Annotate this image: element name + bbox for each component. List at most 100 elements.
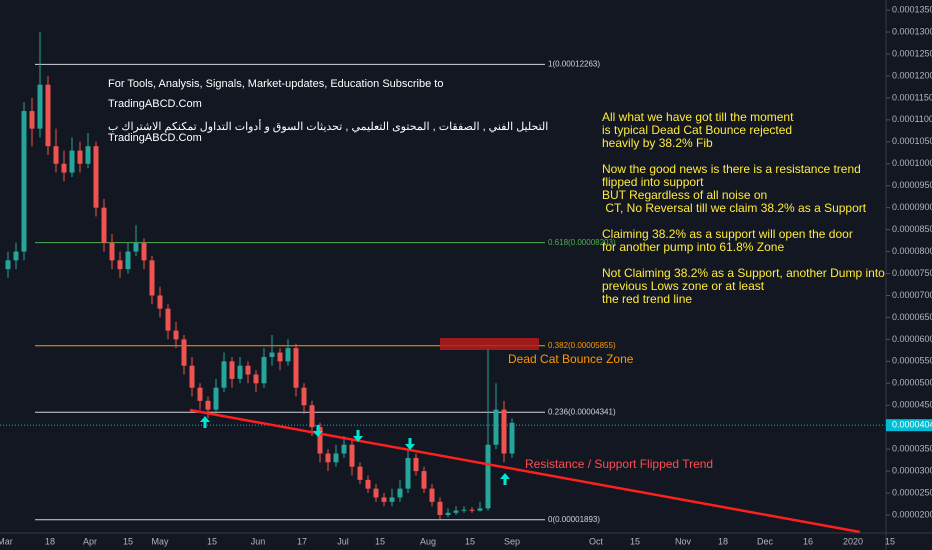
commentary-line: is typical Dead Cat Bounce rejected xyxy=(602,123,792,137)
candle-body xyxy=(285,348,291,362)
x-tick-label: 18 xyxy=(45,536,55,546)
y-tick-label: 0.00003500 xyxy=(892,444,932,454)
x-tick-label: Dec xyxy=(757,536,774,546)
y-tick-label: 0.00010500 xyxy=(892,136,932,146)
candle-body xyxy=(333,453,339,463)
candle-body xyxy=(13,251,19,261)
y-tick-label: 0.00004500 xyxy=(892,400,932,410)
y-tick-label: 0.00009500 xyxy=(892,180,932,190)
candle-body xyxy=(325,453,331,463)
x-tick-label: Jul xyxy=(337,536,349,546)
candle-body xyxy=(357,466,363,480)
candle-body xyxy=(77,150,83,164)
candle-body xyxy=(45,84,51,147)
candle-body xyxy=(501,409,507,454)
candle-body xyxy=(109,242,115,261)
candle-body xyxy=(245,365,251,375)
y-tick-label: 0.00012500 xyxy=(892,48,932,58)
candle-body xyxy=(53,146,59,164)
arrow-up xyxy=(500,473,510,485)
x-tick-label: 15 xyxy=(465,536,475,546)
fib-label: 0.236(0.00004341) xyxy=(548,407,616,416)
arrow-down xyxy=(353,430,363,442)
candle-body xyxy=(141,242,147,261)
candle-body xyxy=(197,387,203,401)
fib-label: 0.618(0.00008203) xyxy=(548,238,616,247)
x-tick-label: 18 xyxy=(718,536,728,546)
candle-body xyxy=(381,497,387,502)
candle-body xyxy=(301,387,307,406)
y-tick-label: 0.00010000 xyxy=(892,158,932,168)
y-tick-label: 0.00007000 xyxy=(892,290,932,300)
candle-body xyxy=(509,422,515,454)
candle-body xyxy=(277,352,283,362)
candle-body xyxy=(405,457,411,489)
candle-body xyxy=(21,111,27,252)
commentary-line: flipped into support xyxy=(602,175,704,189)
x-tick-label: Aug xyxy=(420,536,436,546)
candle-body xyxy=(469,509,475,511)
candle-body xyxy=(5,260,11,270)
candle-body xyxy=(341,444,347,454)
x-tick-label: 15 xyxy=(375,536,385,546)
commentary-line: the red trend line xyxy=(602,292,692,306)
x-tick-label: 15 xyxy=(630,536,640,546)
x-tick-label: 16 xyxy=(803,536,813,546)
candle-body xyxy=(93,146,99,208)
candle-body xyxy=(69,150,75,173)
candle-body xyxy=(61,163,67,173)
candle-body xyxy=(309,405,315,428)
commentary-line: CT, No Reversal till we claim 38.2% as a… xyxy=(602,201,867,215)
candle-body xyxy=(101,207,107,243)
candle-body xyxy=(453,510,459,513)
candle-body xyxy=(253,374,259,384)
x-tick-label: Sep xyxy=(504,536,520,546)
commentary-line: heavily by 38.2% Fib xyxy=(602,136,713,150)
arrow-down xyxy=(313,425,323,437)
x-tick-label: Nov xyxy=(675,536,692,546)
candle-body xyxy=(493,409,499,445)
note: For Tools, Analysis, Signals, Market-upd… xyxy=(108,78,443,90)
plot xyxy=(0,32,886,521)
commentary-line: for another pump into 61.8% Zone xyxy=(602,240,784,254)
zone-box xyxy=(440,338,539,350)
note: التحليل الفني , الصفقات , المحتوى التعلي… xyxy=(108,119,548,133)
y-tick-label: 0.00005500 xyxy=(892,356,932,366)
arrow-up xyxy=(200,416,210,428)
commentary-line: previous Lows zone or at least xyxy=(602,279,765,293)
candle-body xyxy=(165,308,171,331)
candle-body xyxy=(477,508,483,511)
candle-body xyxy=(29,111,35,129)
last-price-label: 0.00004046 xyxy=(892,420,932,430)
y-tick-label: 0.00002000 xyxy=(892,509,932,519)
candle-body xyxy=(173,330,179,340)
y-tick-label: 0.00005000 xyxy=(892,378,932,388)
candle-body xyxy=(461,509,467,511)
fib-label: 0(0.00001893) xyxy=(548,515,600,524)
arrow-down xyxy=(405,438,415,450)
candle-body xyxy=(125,251,131,270)
x-tick-label: 15 xyxy=(123,536,133,546)
candle-body xyxy=(157,295,163,309)
candle-body xyxy=(365,479,371,489)
candle-body xyxy=(429,488,435,502)
y-tick-label: 0.00013500 xyxy=(892,4,932,14)
y-tick-label: 0.00013000 xyxy=(892,26,932,36)
candle-body xyxy=(269,352,275,357)
x-tick-label: 17 xyxy=(297,536,307,546)
x-tick-label: May xyxy=(151,536,169,546)
candle-body xyxy=(413,457,419,472)
candle-body xyxy=(181,339,187,366)
candle-body xyxy=(85,146,91,164)
candle-body xyxy=(221,361,227,388)
candle-body xyxy=(37,84,43,129)
candle-body xyxy=(213,387,219,410)
y-tick-label: 0.00007500 xyxy=(892,268,932,278)
y-tick-label: 0.00009000 xyxy=(892,202,932,212)
y-tick-label: 0.00003000 xyxy=(892,465,932,475)
commentary-line: BUT Regardless of all noise on xyxy=(602,188,767,202)
candle-body xyxy=(117,260,123,270)
